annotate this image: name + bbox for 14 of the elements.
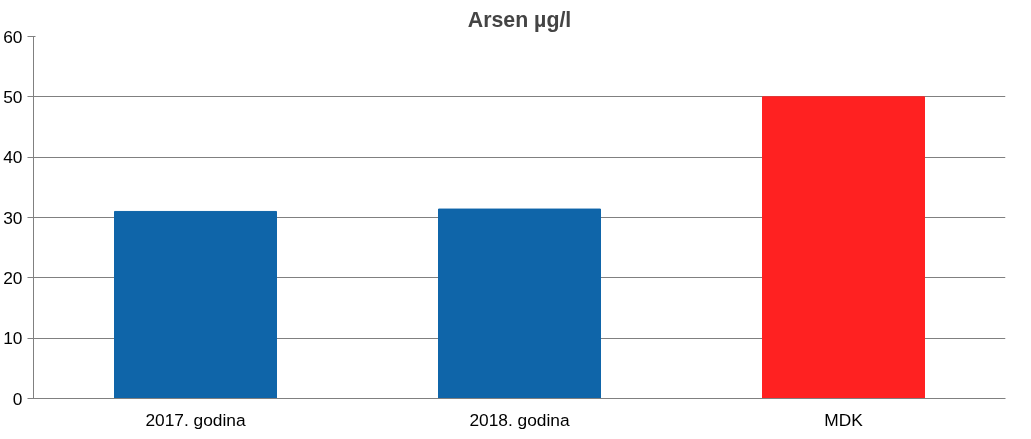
y-tick-label: 30 [3, 207, 23, 228]
y-tick-label: 60 [3, 26, 23, 47]
bar [114, 210, 277, 399]
x-tick-label: 2018. godina [469, 409, 570, 430]
bar [762, 96, 925, 399]
y-tick-label: 10 [3, 328, 23, 349]
y-tick-label: 40 [3, 147, 23, 168]
x-tick-label: MDK [824, 409, 864, 430]
y-tick-label: 50 [3, 86, 23, 107]
chart-title: Arsen µg/l [467, 7, 572, 32]
y-tick-label: 0 [12, 388, 23, 409]
y-tick-label: 20 [3, 267, 23, 288]
bar [438, 208, 601, 399]
x-tick-label: 2017. godina [145, 409, 246, 430]
